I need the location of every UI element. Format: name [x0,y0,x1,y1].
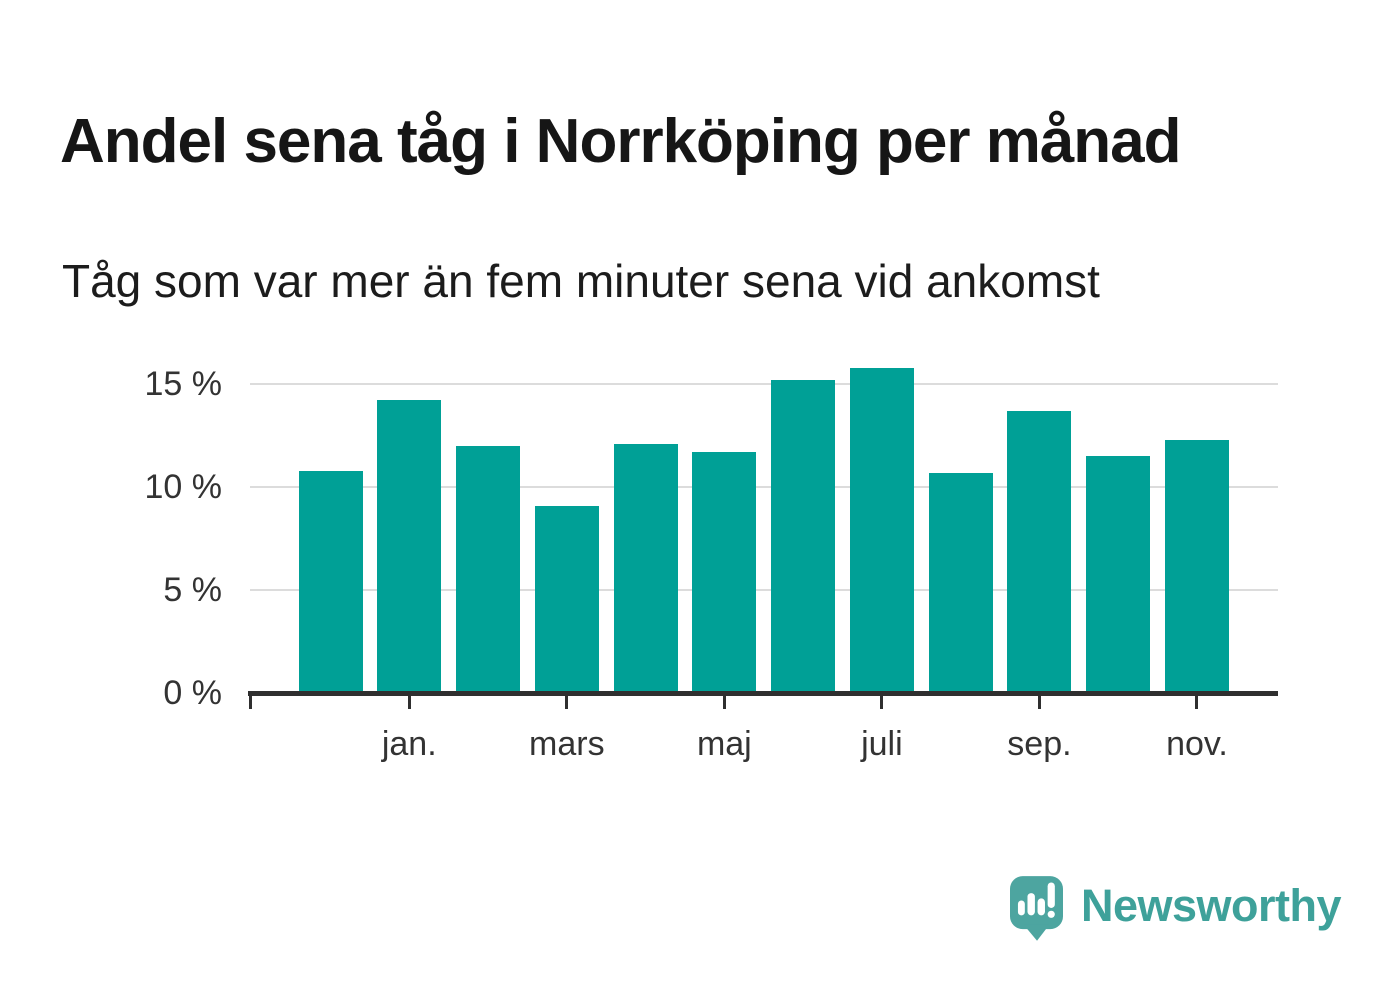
x-axis-label: juli [861,725,903,763]
newsworthy-speech-bubble-icon [1010,876,1063,941]
brand-wordmark: Newsworthy [1081,880,1342,931]
bar-aug. [928,472,993,693]
x-axis-label: maj [696,725,752,763]
x-axis-line [248,691,1278,696]
y-axis-label: 15 % [144,365,223,403]
x-axis-tick-juli [880,696,884,709]
y-axis-label: 5 % [163,571,222,609]
x-axis-tick-nov. [1195,696,1199,709]
bar-feb. [456,445,521,693]
x-axis-tick-sep. [1037,696,1041,709]
x-axis-origin-tick [249,696,252,709]
brand-logo: Newsworthy [1010,876,1342,942]
bar-dec. [298,470,363,693]
x-axis-label: sep. [1007,725,1072,763]
bar-sep. [1007,410,1072,693]
gridline-15 [250,383,1278,385]
bar-nov. [1164,439,1229,693]
bar-okt. [1086,456,1151,693]
y-axis-label: 0 % [163,674,222,712]
page-subtitle: Tåg som var mer än fem minuter sena vid … [62,255,1100,307]
bar-juli [849,367,914,693]
x-axis-label: nov. [1166,725,1228,763]
x-axis-tick-jan. [407,696,411,709]
bar-apr. [613,443,678,693]
x-axis-label: jan. [381,725,437,763]
x-axis-label: mars [529,725,605,763]
bar-mars [534,505,599,693]
page-title: Andel sena tåg i Norrköping per månad [60,106,1182,176]
gridline-10 [250,486,1278,488]
bar-juni [771,379,836,693]
gridline-5 [250,589,1278,591]
y-axis-label: 10 % [144,468,223,506]
x-axis-tick-maj [722,696,726,709]
bar-jan. [377,400,442,693]
x-axis-tick-mars [565,696,569,709]
bar-maj [692,451,757,693]
